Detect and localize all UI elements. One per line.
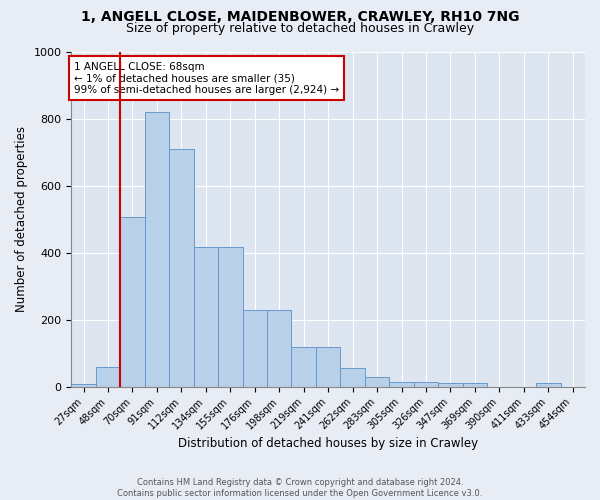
Text: Contains HM Land Registry data © Crown copyright and database right 2024.
Contai: Contains HM Land Registry data © Crown c… <box>118 478 482 498</box>
Y-axis label: Number of detached properties: Number of detached properties <box>15 126 28 312</box>
Bar <box>169 148 194 387</box>
Bar <box>71 384 96 387</box>
Bar <box>536 384 560 387</box>
Bar <box>438 384 463 387</box>
Text: 1, ANGELL CLOSE, MAIDENBOWER, CRAWLEY, RH10 7NG: 1, ANGELL CLOSE, MAIDENBOWER, CRAWLEY, R… <box>81 10 519 24</box>
Bar <box>145 112 169 387</box>
Text: Size of property relative to detached houses in Crawley: Size of property relative to detached ho… <box>126 22 474 35</box>
Bar <box>267 310 292 387</box>
Text: 1 ANGELL CLOSE: 68sqm
← 1% of detached houses are smaller (35)
99% of semi-detac: 1 ANGELL CLOSE: 68sqm ← 1% of detached h… <box>74 62 339 95</box>
Bar <box>389 382 414 387</box>
Bar <box>463 384 487 387</box>
Bar <box>120 218 145 387</box>
Bar <box>96 366 120 387</box>
Bar <box>242 310 267 387</box>
Bar <box>414 382 438 387</box>
Bar <box>340 368 365 387</box>
Bar <box>218 246 242 387</box>
X-axis label: Distribution of detached houses by size in Crawley: Distribution of detached houses by size … <box>178 437 478 450</box>
Bar <box>194 246 218 387</box>
Bar <box>365 376 389 387</box>
Bar <box>292 347 316 387</box>
Bar <box>316 347 340 387</box>
